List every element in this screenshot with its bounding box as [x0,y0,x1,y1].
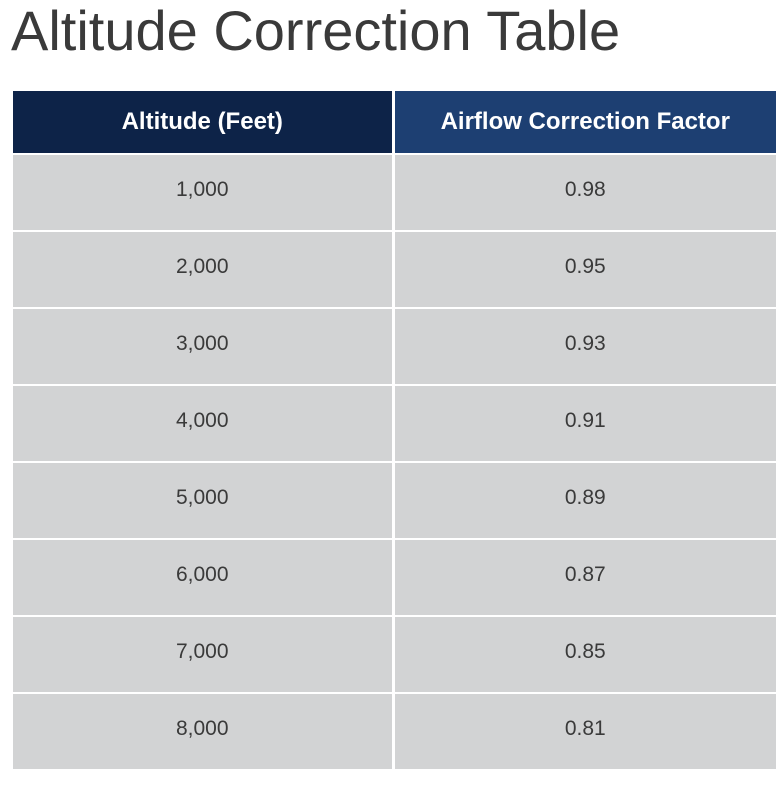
table-row: 6,000 0.87 [13,539,776,617]
cell-altitude: 1,000 [13,154,395,232]
cell-altitude: 7,000 [13,616,395,694]
cell-correction-factor: 0.93 [393,308,776,386]
cell-correction-factor: 0.89 [393,462,776,540]
cell-correction-factor: 0.87 [393,539,776,617]
cell-altitude: 3,000 [13,308,395,386]
cell-correction-factor: 0.85 [393,616,776,694]
altitude-correction-table: Altitude (Feet) Airflow Correction Facto… [13,91,776,771]
table-row: 7,000 0.85 [13,616,776,694]
column-header-altitude: Altitude (Feet) [13,91,395,155]
cell-correction-factor: 0.91 [393,385,776,463]
cell-altitude: 5,000 [13,462,395,540]
table-row: 2,000 0.95 [13,231,776,309]
cell-altitude: 6,000 [13,539,395,617]
table-row: 4,000 0.91 [13,385,776,463]
column-header-correction-factor: Airflow Correction Factor [393,91,776,155]
table-header-row: Altitude (Feet) Airflow Correction Facto… [13,91,776,155]
cell-correction-factor: 0.95 [393,231,776,309]
cell-altitude: 8,000 [13,693,395,771]
cell-correction-factor: 0.98 [393,154,776,232]
table-row: 8,000 0.81 [13,693,776,771]
page-title: Altitude Correction Table [11,0,621,62]
table-row: 1,000 0.98 [13,154,776,232]
cell-altitude: 2,000 [13,231,395,309]
cell-correction-factor: 0.81 [393,693,776,771]
cell-altitude: 4,000 [13,385,395,463]
table-row: 5,000 0.89 [13,462,776,540]
table-row: 3,000 0.93 [13,308,776,386]
